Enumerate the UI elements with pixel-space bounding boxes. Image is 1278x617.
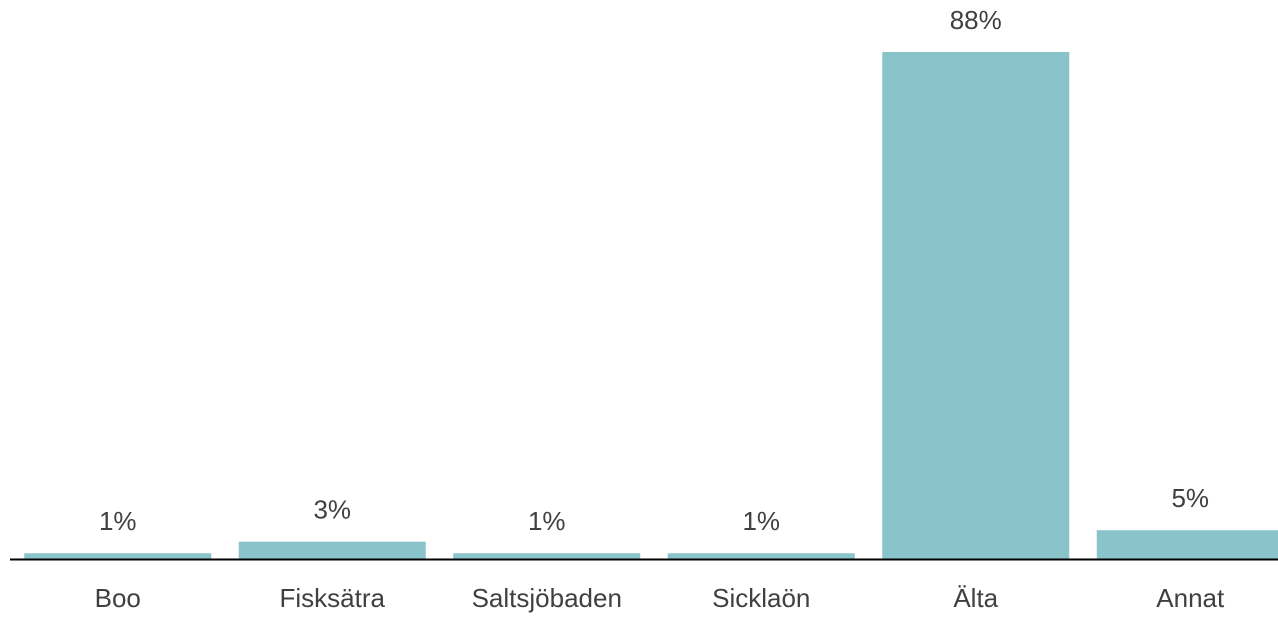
value-label: 1% <box>99 506 137 536</box>
bar <box>667 553 855 559</box>
value-label: 1% <box>528 506 566 536</box>
bar <box>24 553 212 559</box>
value-label: 3% <box>313 495 351 525</box>
bar <box>453 553 641 559</box>
bar <box>1096 530 1278 559</box>
x-tick-label: Fisksätra <box>280 583 386 613</box>
bar <box>238 541 426 559</box>
x-tick-label: Annat <box>1156 583 1225 613</box>
value-label: 88% <box>950 5 1002 35</box>
x-tick-label: Sicklaön <box>712 583 810 613</box>
x-tick-label: Älta <box>953 583 998 613</box>
value-label: 5% <box>1171 483 1209 513</box>
value-label: 1% <box>742 506 780 536</box>
x-tick-label: Boo <box>95 583 141 613</box>
x-tick-label: Saltsjöbaden <box>472 583 622 613</box>
bar <box>882 52 1070 559</box>
